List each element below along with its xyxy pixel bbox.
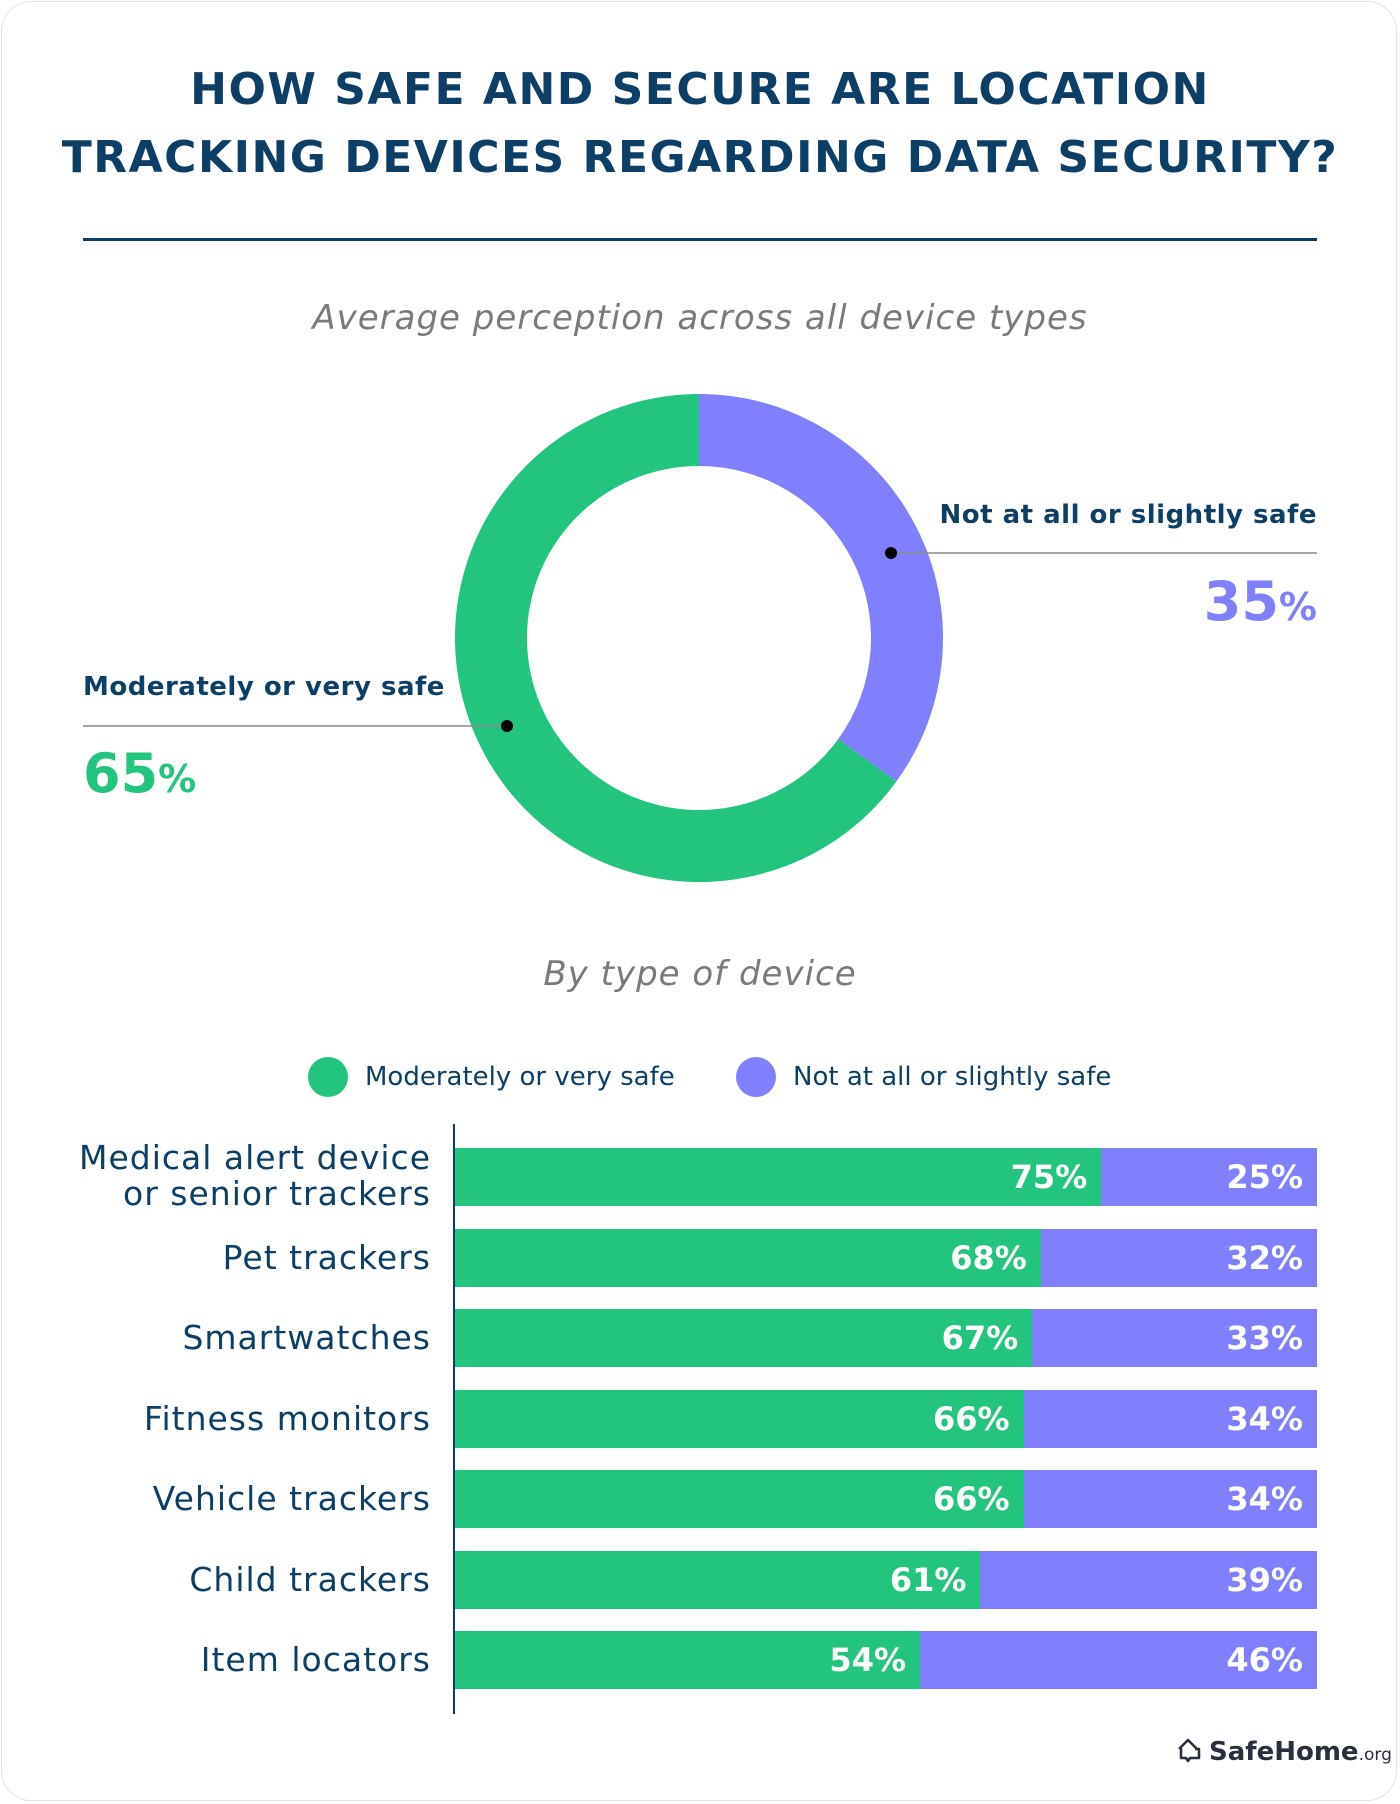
bar-row: 67% 33% <box>454 1309 1317 1367</box>
pct-sign: % <box>158 757 197 801</box>
data-label: 61% <box>889 1560 967 1599</box>
bar-row: 54% 46% <box>454 1631 1317 1689</box>
data-label: 32% <box>1226 1238 1303 1277</box>
legend-item-unsafe: Not at all or slightly safe <box>736 1056 1111 1098</box>
data-label: 66% <box>932 1399 1010 1438</box>
bar-segment-safe: 68% <box>454 1228 1041 1287</box>
category-label: Medical alert device or senior trackers <box>79 1138 431 1213</box>
bar-row: 68% 32% <box>454 1228 1317 1287</box>
safe-slice-label: Moderately or very safe <box>83 672 445 702</box>
category-label: Fitness monitors <box>143 1398 431 1438</box>
legend-label: Not at all or slightly safe <box>793 1062 1112 1092</box>
donut-slice <box>699 394 943 782</box>
unsafe-slice-value: 35% <box>1204 570 1317 633</box>
data-label: 54% <box>829 1641 907 1679</box>
title-line-2: TRACKING DEVICES REGARDING DATA SECURITY… <box>61 132 1339 183</box>
logo-name: SafeHome <box>1209 1737 1359 1767</box>
legend-swatch-unsafe <box>736 1057 776 1097</box>
chart-title: HOW SAFE AND SECURE ARE LOCATION TRACKIN… <box>0 56 1400 192</box>
donut-subtitle: Average perception across all device typ… <box>312 298 1088 338</box>
bar-segment-unsafe: 34% <box>1023 1470 1317 1528</box>
bar-row: 66% 34% <box>454 1389 1317 1448</box>
unsafe-slice-label: Not at all or slightly safe <box>939 500 1317 530</box>
pct-number: 35 <box>1203 570 1279 633</box>
bar-segment-safe: 75% <box>454 1148 1102 1206</box>
legend-item-safe: Moderately or very safe <box>308 1056 675 1098</box>
category-label: Child trackers <box>189 1559 431 1599</box>
data-label: 66% <box>932 1480 1010 1518</box>
bar-segment-unsafe: 39% <box>980 1550 1317 1609</box>
data-label: 33% <box>1226 1319 1303 1357</box>
legend-label: Moderately or very safe <box>365 1062 675 1092</box>
safe-slice-value: 65% <box>83 742 196 805</box>
bars-subtitle: By type of device <box>543 954 857 994</box>
category-label: Smartwatches <box>182 1318 431 1357</box>
bar-segment-unsafe: 32% <box>1040 1228 1317 1287</box>
bar-segment-safe: 66% <box>454 1470 1024 1528</box>
house-icon <box>1178 1738 1201 1763</box>
category-label: Vehicle trackers <box>152 1479 431 1518</box>
unsafe-leader-dot <box>885 547 897 559</box>
title-divider <box>83 238 1317 241</box>
bar-segment-unsafe: 34% <box>1023 1389 1317 1448</box>
bar-segment-safe: 54% <box>454 1631 921 1689</box>
bar-row: 61% 39% <box>454 1550 1317 1609</box>
data-label: 67% <box>941 1319 1019 1357</box>
data-label: 39% <box>1226 1560 1303 1599</box>
bar-segment-safe: 61% <box>454 1550 981 1609</box>
data-label: 25% <box>1226 1158 1303 1196</box>
data-label: 75% <box>1010 1158 1088 1196</box>
donut-slice <box>454 394 897 883</box>
safe-leader-dot <box>501 720 513 732</box>
y-axis-line <box>453 1124 455 1714</box>
category-label: Pet trackers <box>222 1237 431 1277</box>
data-label: 34% <box>1226 1399 1303 1438</box>
bar-segment-safe: 66% <box>454 1389 1024 1448</box>
data-label: 68% <box>950 1238 1027 1277</box>
pct-number: 65 <box>83 742 159 805</box>
data-label: 34% <box>1226 1480 1303 1518</box>
bar-segment-safe: 67% <box>454 1309 1033 1367</box>
bar-row: 66% 34% <box>454 1470 1317 1528</box>
pct-sign: % <box>1278 585 1317 629</box>
bar-segment-unsafe: 25% <box>1101 1148 1317 1206</box>
title-line-1: HOW SAFE AND SECURE ARE LOCATION <box>190 64 1210 115</box>
logo-suffix: .org <box>1358 1745 1392 1765</box>
bar-segment-unsafe: 33% <box>1032 1309 1317 1367</box>
data-label: 46% <box>1226 1641 1303 1679</box>
category-label: Item locators <box>200 1640 431 1679</box>
bar-row: 75% 25% <box>454 1148 1317 1206</box>
legend-swatch-safe <box>308 1057 348 1097</box>
bar-segment-unsafe: 46% <box>920 1631 1317 1689</box>
safehome-logo: SafeHome .org <box>1176 1736 1392 1767</box>
